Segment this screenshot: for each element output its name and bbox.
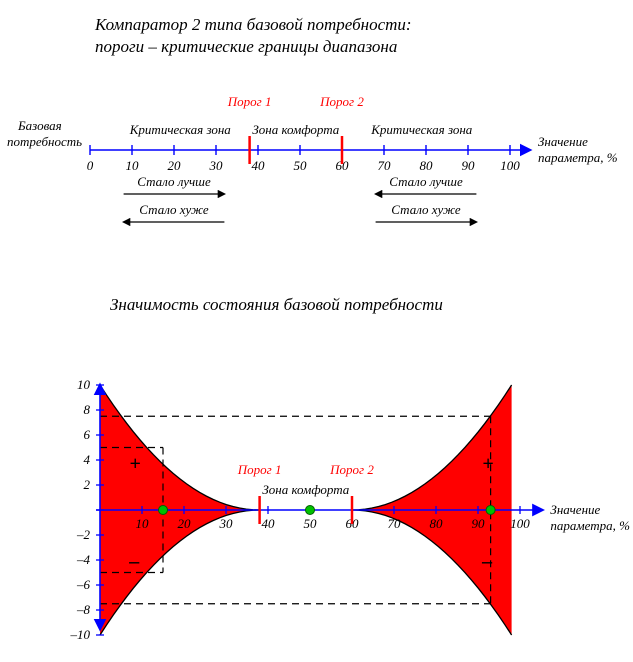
bottom-xtick-label: 100 — [510, 516, 530, 531]
top-left-worse-label: Стало хуже — [139, 202, 209, 217]
bottom-minus-right: – — [481, 551, 492, 573]
bottom-xtick-label: 80 — [430, 516, 444, 531]
bottom-ytick-label: 4 — [84, 452, 91, 467]
top-tick-label: 20 — [168, 158, 182, 173]
top-right-worse-label: Стало хуже — [391, 202, 461, 217]
diagram-canvas: Компаратор 2 типа базовой потребности: по… — [0, 0, 633, 662]
top-threshold-label-2: Порог 2 — [319, 94, 364, 109]
bottom-xtick-label: 10 — [136, 516, 150, 531]
bottom-ytick-label: –10 — [70, 627, 91, 642]
top-tick-label: 80 — [420, 158, 434, 173]
bottom-ytick-label: –8 — [76, 602, 91, 617]
bottom-ytick-label: 8 — [84, 402, 91, 417]
top-left-better-label: Стало лучше — [137, 174, 211, 189]
bottom-xtick-label: 70 — [388, 516, 402, 531]
top-x-label-1: Значение — [538, 134, 588, 149]
bottom-comfort-label: Зона комфорта — [262, 482, 349, 497]
bottom-ytick-label: –4 — [76, 552, 91, 567]
top-y-label-1: Базовая — [17, 118, 62, 133]
top-zone-comfort: Зона комфорта — [252, 122, 339, 137]
bottom-ytick-label: 6 — [84, 427, 91, 442]
bottom-plus-left: + — [129, 453, 140, 475]
bottom-green-dot-2 — [486, 506, 495, 515]
bottom-ytick-label: 10 — [77, 377, 91, 392]
top-zone-left: Критическая зона — [129, 122, 231, 137]
bottom-green-dot-0 — [159, 506, 168, 515]
bottom-minus-left: – — [128, 551, 139, 573]
top-tick-label: 30 — [209, 158, 224, 173]
bottom-ytick-label: 2 — [84, 477, 91, 492]
top-tick-label: 40 — [252, 158, 266, 173]
bottom-ytick-label: –2 — [76, 527, 91, 542]
top-tick-label: 90 — [462, 158, 476, 173]
bottom-x-label-2: параметра, % — [550, 518, 630, 533]
top-title-1: Компаратор 2 типа базовой потребности: — [94, 15, 412, 34]
bottom-xtick-label: 20 — [178, 516, 192, 531]
bottom-threshold-label-1: Порог 1 — [237, 462, 282, 477]
bottom-x-label-1: Значение — [550, 502, 600, 517]
bottom-xtick-label: 90 — [472, 516, 486, 531]
top-tick-label: 0 — [87, 158, 94, 173]
bottom-green-dot-1 — [306, 506, 315, 515]
top-title-2: пороги – критические границы диапазона — [95, 37, 397, 56]
top-tick-label: 70 — [378, 158, 392, 173]
bottom-threshold-label-2: Порог 2 — [329, 462, 374, 477]
bottom-xtick-label: 30 — [219, 516, 234, 531]
top-tick-label: 10 — [126, 158, 140, 173]
top-tick-label: 50 — [294, 158, 308, 173]
bottom-xtick-label: 50 — [304, 516, 318, 531]
top-y-label-2: потребность — [7, 134, 82, 149]
bottom-plus-right: + — [482, 453, 493, 475]
top-tick-label: 100 — [500, 158, 520, 173]
bottom-ytick-label: –6 — [76, 577, 91, 592]
bottom-xtick-label: 40 — [262, 516, 276, 531]
top-zone-right: Критическая зона — [370, 122, 472, 137]
top-threshold-label-1: Порог 1 — [227, 94, 272, 109]
top-right-better-label: Стало лучше — [389, 174, 463, 189]
bottom-title: Значимость состояния базовой потребности — [110, 295, 443, 314]
top-x-label-2: параметра, % — [538, 150, 618, 165]
